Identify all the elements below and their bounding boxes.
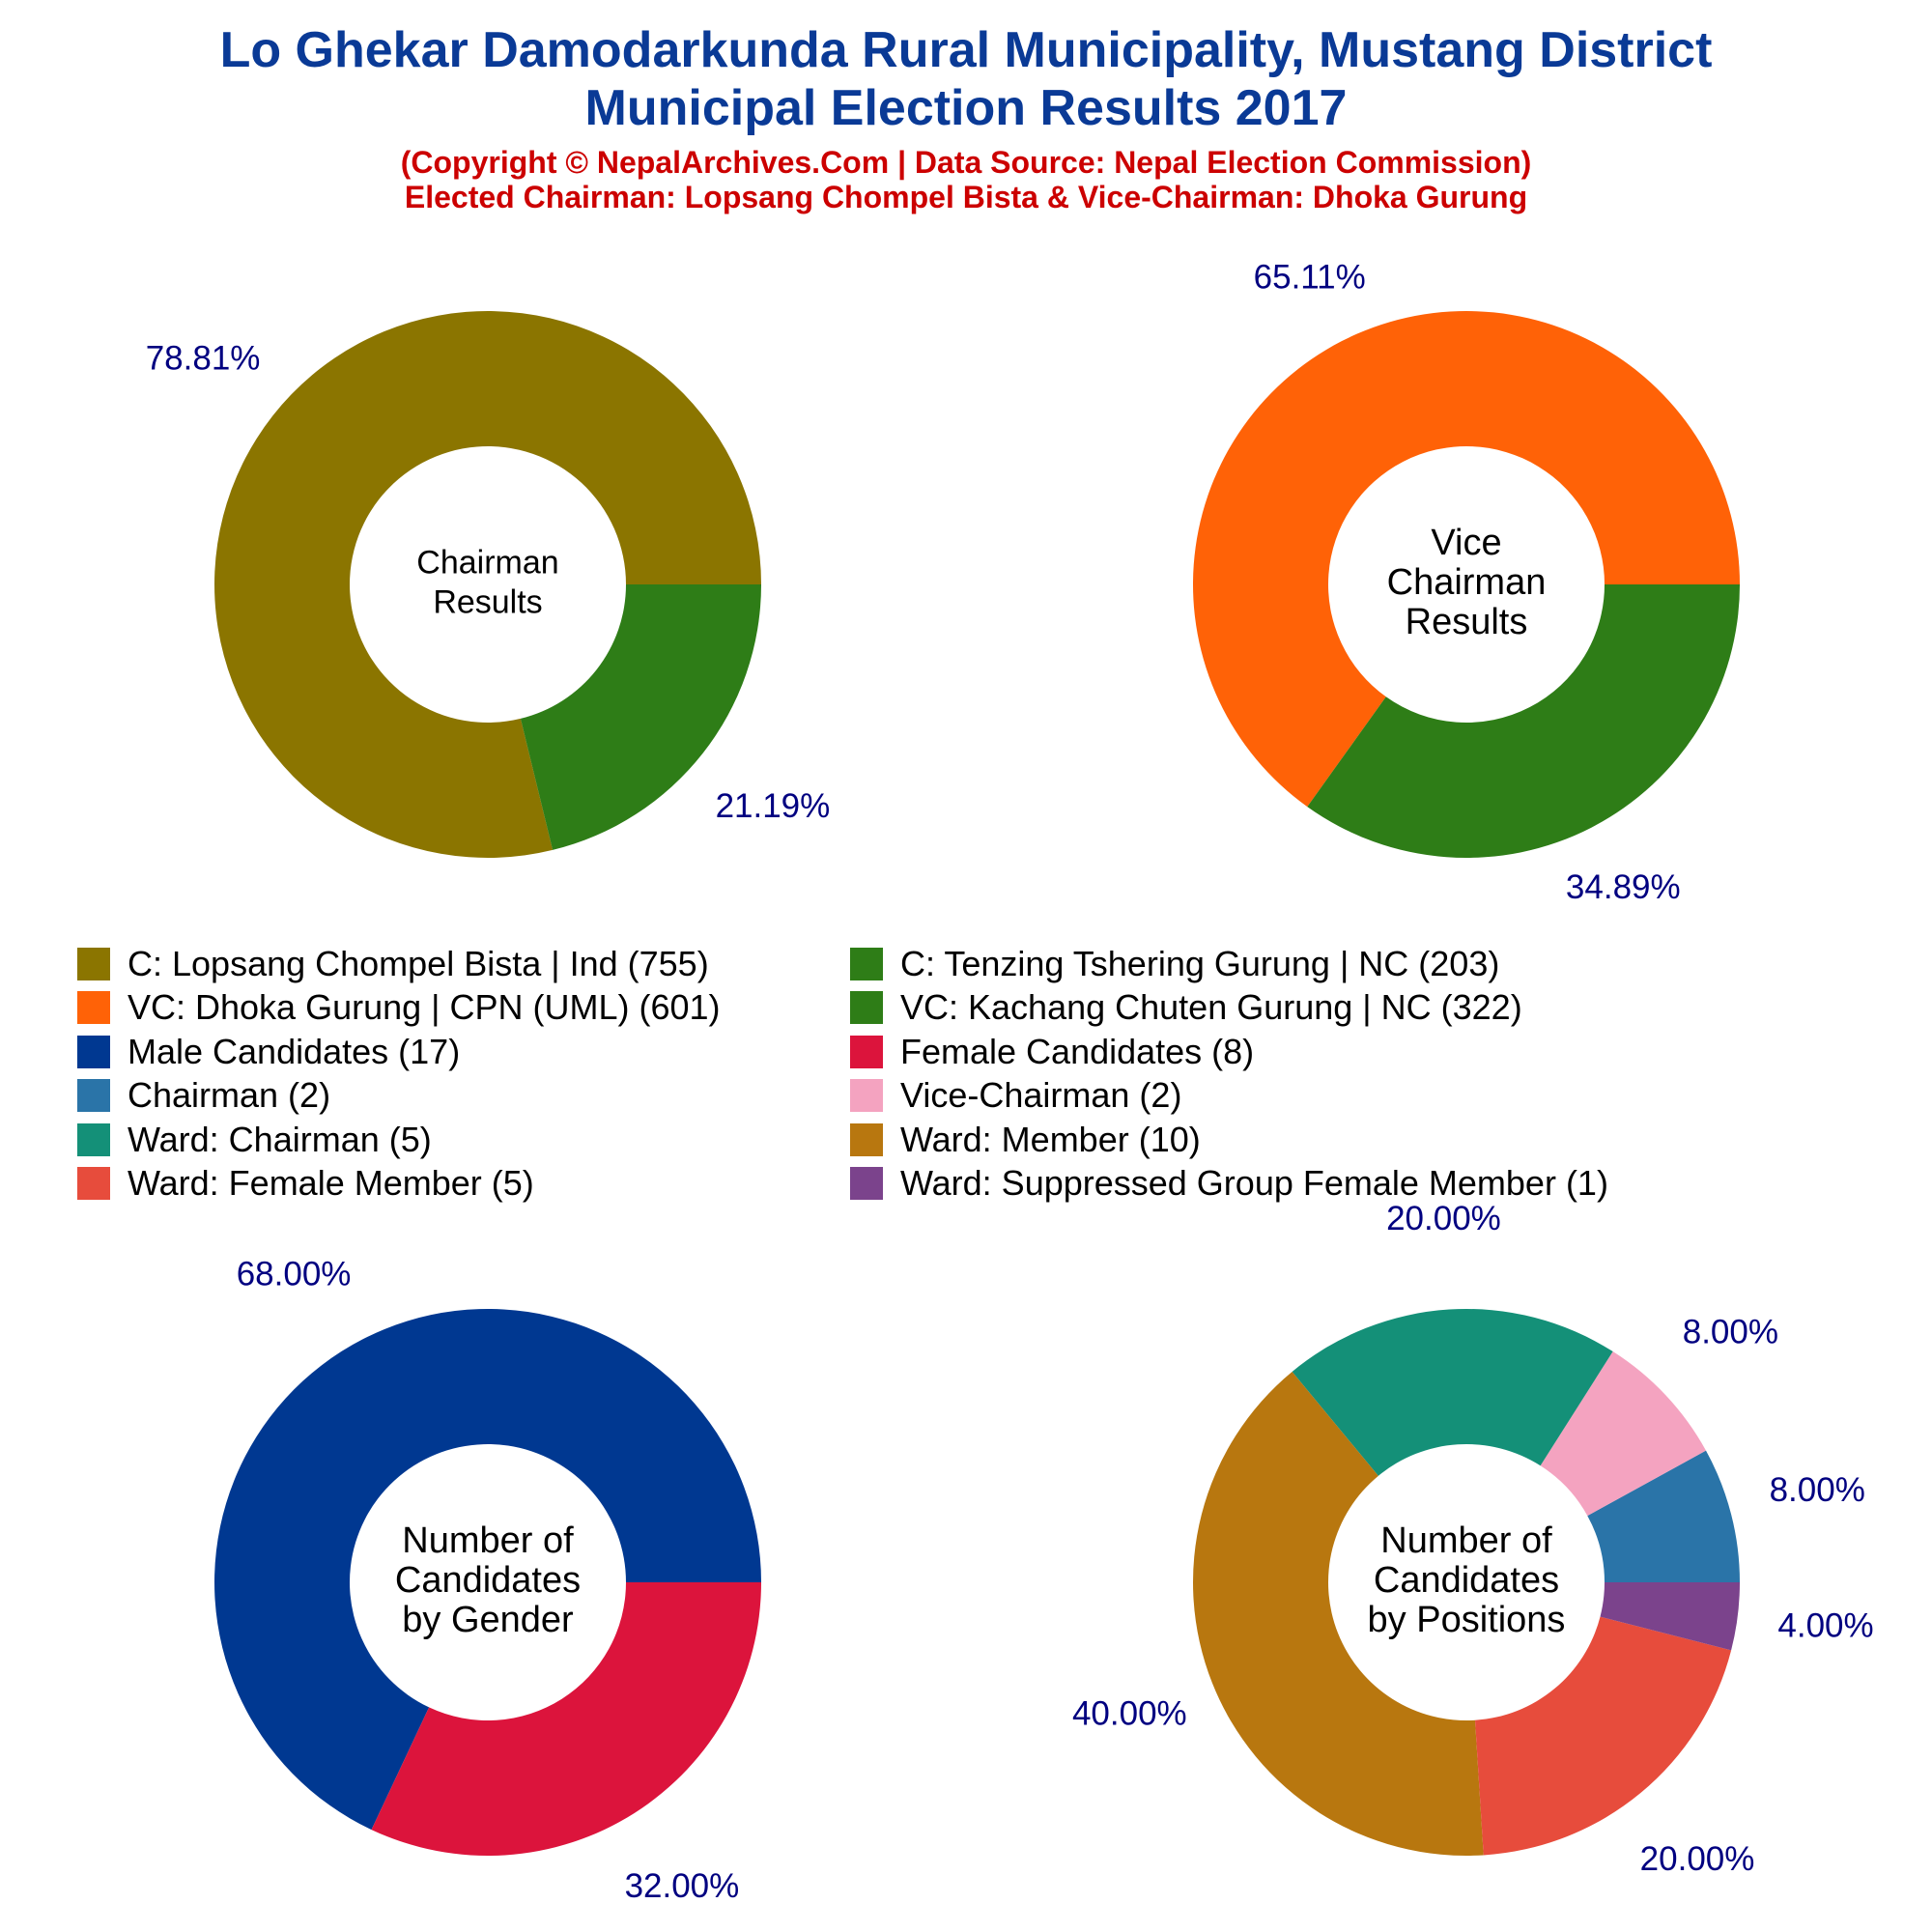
legend-swatch bbox=[850, 1167, 883, 1201]
donut-center-label: Results bbox=[1406, 602, 1528, 642]
donut-center-label: Chairman bbox=[416, 544, 558, 581]
donut-slice bbox=[1540, 1351, 1706, 1517]
donut-center-label: Candidates bbox=[1374, 1560, 1559, 1601]
slice-percent-label: 20.00% bbox=[1640, 1840, 1755, 1878]
legend-swatch bbox=[77, 1167, 110, 1201]
donut-center-label: Number of bbox=[1380, 1520, 1552, 1561]
donut-slice bbox=[1292, 1308, 1613, 1476]
legend-swatch bbox=[77, 1079, 110, 1113]
legend-row: VC: Dhoka Gurung | CPN (UML) (601) VC: Ka… bbox=[77, 986, 1893, 1031]
donut-slice bbox=[1600, 1582, 1740, 1651]
slice-percent-label: 40.00% bbox=[1072, 1694, 1187, 1732]
legend: C: Lopsang Chompel Bista | Ind (755) C: T… bbox=[77, 942, 1893, 1206]
legend-item: Ward: Member (10) bbox=[850, 1120, 1623, 1160]
legend-row: C: Lopsang Chompel Bista | Ind (755) C: T… bbox=[77, 942, 1893, 986]
legend-item: Vice-Chairman (2) bbox=[850, 1075, 1623, 1116]
legend-item: VC: Dhoka Gurung | CPN (UML) (601) bbox=[77, 987, 850, 1028]
donut-center-label: Candidates bbox=[395, 1560, 581, 1601]
slice-percent-label: 8.00% bbox=[1770, 1471, 1865, 1509]
legend-item: C: Lopsang Chompel Bista | Ind (755) bbox=[77, 944, 850, 984]
donut-center-label: by Positions bbox=[1368, 1600, 1566, 1640]
donut-slice bbox=[1587, 1450, 1741, 1582]
donut-slice bbox=[1192, 311, 1740, 808]
title-line-1: Lo Ghekar Damodarkunda Rural Municipalit… bbox=[219, 22, 1713, 78]
legend-item: Ward: Female Member (5) bbox=[77, 1163, 850, 1204]
legend-swatch bbox=[77, 1035, 110, 1068]
title-line-2: Municipal Election Results 2017 bbox=[584, 80, 1348, 136]
legend-swatch bbox=[850, 947, 883, 980]
legend-row: Ward: Chairman (5) Ward: Member (10) bbox=[77, 1118, 1893, 1162]
legend-label: Ward: Female Member (5) bbox=[128, 1163, 534, 1204]
donut-slice bbox=[520, 584, 761, 850]
slice-percent-label: 68.00% bbox=[237, 1256, 352, 1293]
legend-swatch bbox=[850, 1122, 883, 1156]
subtitle-line-2: Elected Chairman: Lopsang Chompel Bista … bbox=[404, 180, 1528, 214]
subtitle-line-1: (Copyright © NepalArchives.Com | Data So… bbox=[400, 145, 1532, 180]
donut-slice bbox=[213, 311, 761, 858]
donut-center-label: Results bbox=[433, 583, 542, 620]
slice-percent-label: 21.19% bbox=[716, 787, 831, 825]
slice-percent-label: 34.89% bbox=[1566, 868, 1681, 906]
legend-label: VC: Kachang Chuten Gurung | NC (322) bbox=[900, 987, 1522, 1028]
slice-percent-label: 78.81% bbox=[146, 340, 261, 378]
legend-item: C: Tenzing Tshering Gurung | NC (203) bbox=[850, 944, 1623, 984]
legend-swatch bbox=[77, 1122, 110, 1156]
slice-percent-label: 32.00% bbox=[625, 1867, 740, 1905]
legend-row: Male Candidates (17) Female Candidates (8… bbox=[77, 1030, 1893, 1074]
slice-percent-label: 4.00% bbox=[1777, 1606, 1873, 1644]
chart-header: Lo Ghekar Damodarkunda Rural Municipalit… bbox=[0, 21, 1932, 214]
legend-label: Male Candidates (17) bbox=[128, 1031, 461, 1071]
legend-label: Chairman (2) bbox=[128, 1075, 331, 1116]
donut-slice bbox=[1474, 1616, 1732, 1856]
legend-row: Chairman (2) Vice-Chairman (2) bbox=[77, 1074, 1893, 1119]
legend-label: C: Lopsang Chompel Bista | Ind (755) bbox=[128, 943, 709, 983]
legend-item: VC: Kachang Chuten Gurung | NC (322) bbox=[850, 987, 1623, 1028]
legend-label: VC: Dhoka Gurung | CPN (UML) (601) bbox=[128, 987, 721, 1028]
donut-chart-4: 8.00% 8.00% 20.00% 40.00% 20.00% 4.00% Number … bbox=[1072, 1200, 1874, 1878]
legend-swatch bbox=[850, 991, 883, 1025]
legend-item: Ward: Suppressed Group Female Member (1) bbox=[850, 1163, 1623, 1204]
legend-swatch bbox=[850, 1035, 883, 1068]
legend-label: Ward: Suppressed Group Female Member (1) bbox=[900, 1163, 1608, 1204]
slice-percent-label: 65.11% bbox=[1254, 259, 1366, 297]
donut-center-label: by Gender bbox=[402, 1600, 574, 1640]
legend-swatch bbox=[850, 1079, 883, 1113]
legend-label: C: Tenzing Tshering Gurung | NC (203) bbox=[900, 943, 1500, 983]
donut-slice bbox=[371, 1582, 761, 1856]
legend-swatch bbox=[77, 991, 110, 1025]
donut-slice bbox=[1192, 1371, 1484, 1856]
legend-label: Vice-Chairman (2) bbox=[900, 1075, 1182, 1116]
donut-center-label: Number of bbox=[402, 1520, 574, 1561]
legend-item: Female Candidates (8) bbox=[850, 1032, 1623, 1072]
legend-label: Female Candidates (8) bbox=[900, 1031, 1255, 1071]
donut-slice bbox=[213, 1309, 761, 1831]
donut-slice bbox=[1307, 584, 1740, 859]
donut-center-label: Chairman bbox=[1387, 562, 1547, 603]
legend-item: Ward: Chairman (5) bbox=[77, 1120, 850, 1160]
slice-percent-label: 8.00% bbox=[1683, 1314, 1778, 1351]
slice-percent-label: 20.00% bbox=[1386, 1200, 1501, 1237]
legend-label: Ward: Chairman (5) bbox=[128, 1119, 432, 1159]
legend-label: Ward: Member (10) bbox=[900, 1119, 1201, 1159]
subtitle-block: (Copyright © NepalArchives.Com | Data So… bbox=[0, 145, 1932, 214]
donut-center-label: Vice bbox=[1431, 523, 1501, 563]
legend-item: Chairman (2) bbox=[77, 1075, 850, 1116]
legend-item: Male Candidates (17) bbox=[77, 1032, 850, 1072]
legend-row: Ward: Female Member (5) Ward: Suppressed … bbox=[77, 1162, 1893, 1207]
legend-swatch bbox=[77, 947, 110, 980]
